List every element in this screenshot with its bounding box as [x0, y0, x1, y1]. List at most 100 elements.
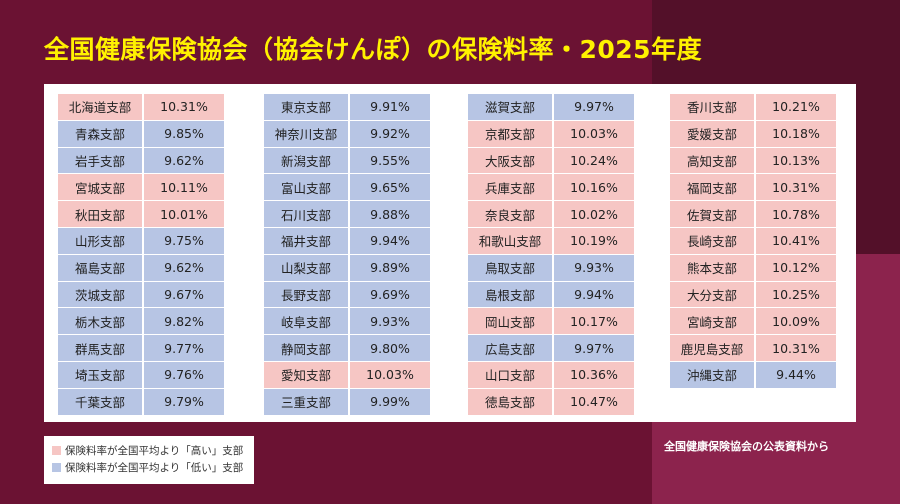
branch-name: 岡山支部 — [468, 308, 554, 335]
branch-row: 長野支部 9.69% — [264, 281, 430, 309]
branch-row: 愛知支部 10.03% — [264, 361, 430, 389]
branch-row: 千葉支部 9.79% — [58, 388, 224, 416]
branch-rate: 9.67% — [144, 281, 224, 308]
branch-row: 静岡支部 9.80% — [264, 335, 430, 362]
branch-row: 石川支部 9.88% — [264, 201, 430, 228]
branch-name: 大阪支部 — [468, 147, 554, 174]
branch-name: 静岡支部 — [264, 335, 350, 361]
legend: 保険料率が全国平均より「高い」支部 保険料率が全国平均より「低い」支部 — [44, 436, 254, 484]
branch-name: 東京支部 — [264, 94, 350, 120]
branch-name: 愛媛支部 — [670, 120, 756, 147]
branch-row: 広島支部 9.97% — [468, 335, 634, 362]
branch-rate: 10.09% — [756, 308, 836, 335]
branch-row: 滋賀支部 9.97% — [468, 94, 634, 121]
branch-row: 東京支部 9.91% — [264, 94, 430, 121]
branch-rate: 10.02% — [554, 201, 634, 227]
branch-name: 長野支部 — [264, 281, 350, 308]
branch-rate: 9.94% — [350, 227, 430, 254]
branch-row: 佐賀支部 10.78% — [670, 201, 836, 228]
branch-rate: 9.62% — [144, 147, 224, 174]
branch-row: 宮崎支部 10.09% — [670, 308, 836, 336]
branch-name: 埼玉支部 — [58, 361, 144, 388]
rate-column-3: 滋賀支部 9.97% 京都支部 10.03% 大阪支部 10.24% 兵庫支部 10.16% 奈… — [468, 94, 634, 416]
branch-rate: 10.78% — [756, 201, 836, 227]
branch-name: 高知支部 — [670, 147, 756, 174]
source-note: 全国健康保険協会の公表資料から — [664, 440, 829, 453]
branch-name: 新潟支部 — [264, 147, 350, 174]
branch-row: 栃木支部 9.82% — [58, 308, 224, 336]
branch-row: 福島支部 9.62% — [58, 254, 224, 282]
branch-rate: 9.44% — [756, 361, 836, 388]
branch-rate: 9.88% — [350, 201, 430, 227]
branch-name: 熊本支部 — [670, 254, 756, 281]
rate-column-1: 北海道支部 10.31% 青森支部 9.85% 岩手支部 9.62% 宮城支部 10.11% 秋… — [58, 94, 224, 416]
branch-name: 広島支部 — [468, 335, 554, 361]
branch-row: 福井支部 9.94% — [264, 227, 430, 255]
branch-name: 栃木支部 — [58, 308, 144, 335]
branch-name: 長崎支部 — [670, 227, 756, 254]
legend-item-low: 保険料率が全国平均より「低い」支部 — [52, 459, 246, 476]
branch-rate: 9.89% — [350, 254, 430, 281]
branch-name: 宮崎支部 — [670, 308, 756, 335]
branch-row: 山形支部 9.75% — [58, 227, 224, 255]
branch-name: 愛知支部 — [264, 361, 350, 388]
branch-name: 山形支部 — [58, 227, 144, 254]
legend-item-high: 保険料率が全国平均より「高い」支部 — [52, 442, 246, 459]
rate-column-4: 香川支部 10.21% 愛媛支部 10.18% 高知支部 10.13% 福岡支部 10.31%… — [670, 94, 836, 389]
branch-rate: 9.93% — [350, 308, 430, 335]
branch-row: 茨城支部 9.67% — [58, 281, 224, 309]
branch-row: 大阪支部 10.24% — [468, 147, 634, 175]
branch-name: 秋田支部 — [58, 201, 144, 227]
branch-name: 大分支部 — [670, 281, 756, 308]
branch-rate: 10.36% — [554, 361, 634, 388]
branch-name: 山口支部 — [468, 361, 554, 388]
branch-row: 青森支部 9.85% — [58, 120, 224, 148]
branch-rate: 10.24% — [554, 147, 634, 174]
branch-row: 大分支部 10.25% — [670, 281, 836, 309]
branch-row: 鳥取支部 9.93% — [468, 254, 634, 282]
branch-name: 兵庫支部 — [468, 174, 554, 201]
branch-rate: 10.31% — [144, 94, 224, 120]
branch-row: 京都支部 10.03% — [468, 120, 634, 148]
branch-row: 香川支部 10.21% — [670, 94, 836, 121]
branch-rate: 9.55% — [350, 147, 430, 174]
branch-rate: 10.31% — [756, 335, 836, 361]
branch-name: 香川支部 — [670, 94, 756, 120]
branch-row: 新潟支部 9.55% — [264, 147, 430, 175]
legend-label-low: 保険料率が全国平均より「低い」支部 — [65, 462, 244, 474]
branch-rate: 10.03% — [554, 120, 634, 147]
branch-name: 滋賀支部 — [468, 94, 554, 120]
branch-name: 福井支部 — [264, 227, 350, 254]
branch-rate: 10.47% — [554, 388, 634, 415]
branch-rate: 9.99% — [350, 388, 430, 415]
branch-name: 岐阜支部 — [264, 308, 350, 335]
branch-name: 佐賀支部 — [670, 201, 756, 227]
branch-name: 群馬支部 — [58, 335, 144, 361]
branch-row: 徳島支部 10.47% — [468, 388, 634, 416]
branch-row: 山梨支部 9.89% — [264, 254, 430, 282]
branch-name: 和歌山支部 — [468, 227, 554, 254]
branch-rate: 9.65% — [350, 174, 430, 201]
branch-rate: 10.01% — [144, 201, 224, 227]
branch-rate: 10.13% — [756, 147, 836, 174]
branch-rate: 10.18% — [756, 120, 836, 147]
branch-name: 沖縄支部 — [670, 361, 756, 388]
branch-name: 宮城支部 — [58, 174, 144, 201]
branch-row: 和歌山支部 10.19% — [468, 227, 634, 255]
branch-row: 岐阜支部 9.93% — [264, 308, 430, 336]
branch-rate: 9.97% — [554, 335, 634, 361]
rate-column-2: 東京支部 9.91% 神奈川支部 9.92% 新潟支部 9.55% 富山支部 9.65% 石川支… — [264, 94, 430, 416]
branch-row: 熊本支部 10.12% — [670, 254, 836, 282]
branch-rate: 10.21% — [756, 94, 836, 120]
branch-rate: 10.41% — [756, 227, 836, 254]
branch-name: 北海道支部 — [58, 94, 144, 120]
branch-rate: 10.03% — [350, 361, 430, 388]
branch-row: 神奈川支部 9.92% — [264, 120, 430, 148]
branch-row: 山口支部 10.36% — [468, 361, 634, 389]
branch-name: 奈良支部 — [468, 201, 554, 227]
branch-rate: 9.82% — [144, 308, 224, 335]
branch-name: 千葉支部 — [58, 388, 144, 415]
branch-rate: 9.94% — [554, 281, 634, 308]
branch-rate: 10.16% — [554, 174, 634, 201]
branch-rate: 10.31% — [756, 174, 836, 201]
